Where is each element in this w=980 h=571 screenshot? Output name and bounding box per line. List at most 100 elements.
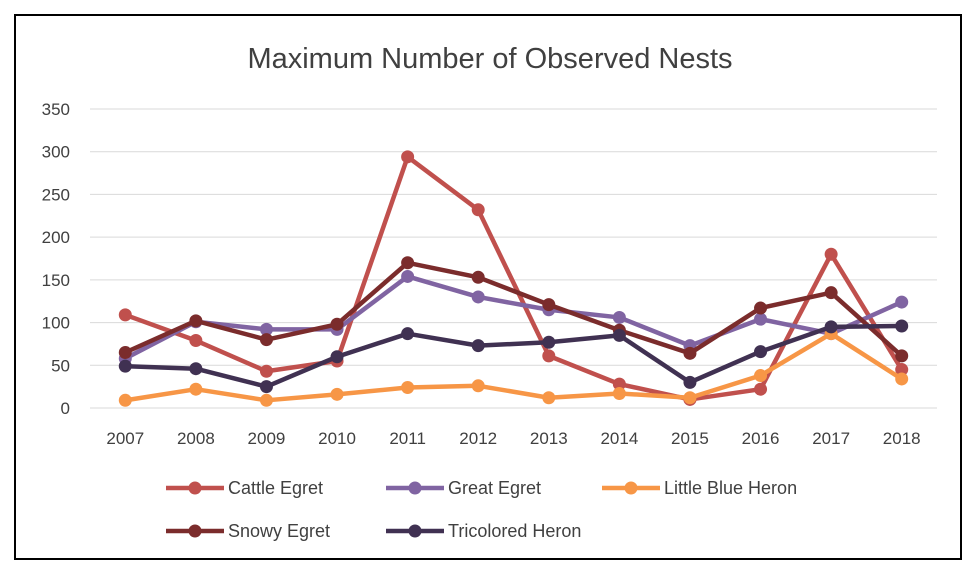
data-point	[895, 363, 909, 377]
legend-item: Cattle Egret	[166, 478, 323, 498]
gridlines	[90, 108, 937, 409]
data-point	[401, 327, 415, 341]
legend-item: Little Blue Heron	[602, 478, 797, 498]
data-point	[895, 319, 909, 333]
data-point	[754, 301, 768, 315]
data-point	[118, 345, 132, 359]
data-point	[824, 286, 838, 300]
legend-item: Snowy Egret	[166, 521, 330, 541]
data-point	[824, 247, 838, 261]
data-point	[542, 335, 556, 349]
legend-label: Little Blue Heron	[664, 478, 797, 498]
y-tick-label: 200	[42, 228, 70, 247]
x-tick-label: 2010	[318, 429, 356, 448]
legend-label: Cattle Egret	[228, 478, 323, 498]
data-point	[259, 364, 273, 378]
data-point	[895, 349, 909, 363]
x-tick-label: 2014	[600, 429, 638, 448]
legend-item: Great Egret	[386, 478, 541, 498]
x-tick-label: 2015	[671, 429, 709, 448]
legend-label: Great Egret	[448, 478, 541, 498]
data-point	[471, 203, 485, 217]
series-line	[125, 323, 902, 389]
legend: Cattle Egret Great Egret Little Blue Heron…	[166, 478, 797, 541]
legend-swatch-marker	[408, 481, 422, 495]
y-tick-label: 50	[51, 356, 70, 375]
data-point	[754, 345, 768, 359]
data-point	[895, 372, 909, 386]
y-tick-label: 100	[42, 314, 70, 333]
data-point	[754, 382, 768, 396]
y-tick-label: 150	[42, 271, 70, 290]
line-chart: Maximum Number of Observed Nests 0 50 100 1…	[42, 43, 937, 541]
data-point	[401, 380, 415, 394]
data-point	[612, 328, 626, 342]
data-point	[895, 295, 909, 309]
data-point	[259, 333, 273, 347]
series-lines	[118, 150, 909, 407]
data-point	[683, 346, 697, 360]
x-tick-label: 2016	[742, 429, 780, 448]
chart-title: Maximum Number of Observed Nests	[247, 43, 732, 75]
data-point	[612, 386, 626, 400]
series-little-blue-heron	[118, 327, 909, 407]
legend-label: Tricolored Heron	[448, 521, 581, 541]
data-point	[401, 256, 415, 270]
legend-item: Tricolored Heron	[386, 521, 581, 541]
data-point	[259, 380, 273, 394]
y-tick-label: 250	[42, 185, 70, 204]
data-point	[330, 350, 344, 364]
chart-frame: Maximum Number of Observed Nests 0 50 100 1…	[14, 14, 962, 560]
data-point	[189, 362, 203, 376]
legend-swatch-marker	[188, 481, 202, 495]
data-point	[824, 320, 838, 334]
x-tick-label: 2007	[106, 429, 144, 448]
data-point	[542, 391, 556, 405]
data-point	[401, 150, 415, 164]
data-point	[471, 339, 485, 353]
series-cattle-egret	[118, 150, 909, 406]
y-tick-label: 300	[42, 143, 70, 162]
legend-swatch-marker	[408, 524, 422, 538]
x-tick-label: 2008	[177, 429, 215, 448]
x-tick-label: 2018	[883, 429, 921, 448]
x-tick-label: 2009	[248, 429, 286, 448]
data-point	[471, 270, 485, 284]
data-point	[330, 387, 344, 401]
data-point	[118, 308, 132, 322]
data-point	[612, 310, 626, 324]
data-point	[542, 298, 556, 312]
series-snowy-egret	[118, 256, 909, 363]
x-tick-label: 2013	[530, 429, 568, 448]
series-line	[124, 260, 904, 358]
data-point	[259, 393, 273, 407]
legend-swatch-marker	[624, 481, 638, 495]
data-point	[118, 359, 132, 373]
series-line	[124, 274, 903, 361]
x-axis-ticks: 2007 2008 2009 2010 2011 2012 2013 2014 2015 2016…	[106, 429, 920, 448]
data-point	[612, 377, 626, 391]
x-tick-label: 2011	[389, 429, 426, 448]
x-tick-label: 2012	[459, 429, 497, 448]
data-point	[259, 322, 273, 336]
data-point	[754, 312, 768, 326]
data-point	[542, 349, 556, 363]
data-point	[471, 379, 485, 393]
y-axis-ticks: 0 50 100 150 200 250 300 350	[42, 100, 70, 418]
data-point	[189, 382, 203, 396]
y-tick-label: 0	[61, 399, 70, 418]
data-point	[118, 393, 132, 407]
data-point	[330, 317, 344, 331]
data-point	[189, 334, 203, 348]
x-tick-label: 2017	[812, 429, 850, 448]
series-line	[124, 331, 903, 403]
data-point	[189, 314, 203, 328]
y-tick-label: 350	[42, 100, 70, 119]
data-point	[683, 375, 697, 389]
legend-swatch-marker	[188, 524, 202, 538]
data-point	[683, 391, 697, 405]
data-point	[401, 269, 415, 283]
legend-label: Snowy Egret	[228, 521, 330, 541]
data-point	[471, 290, 485, 304]
data-point	[754, 369, 768, 383]
